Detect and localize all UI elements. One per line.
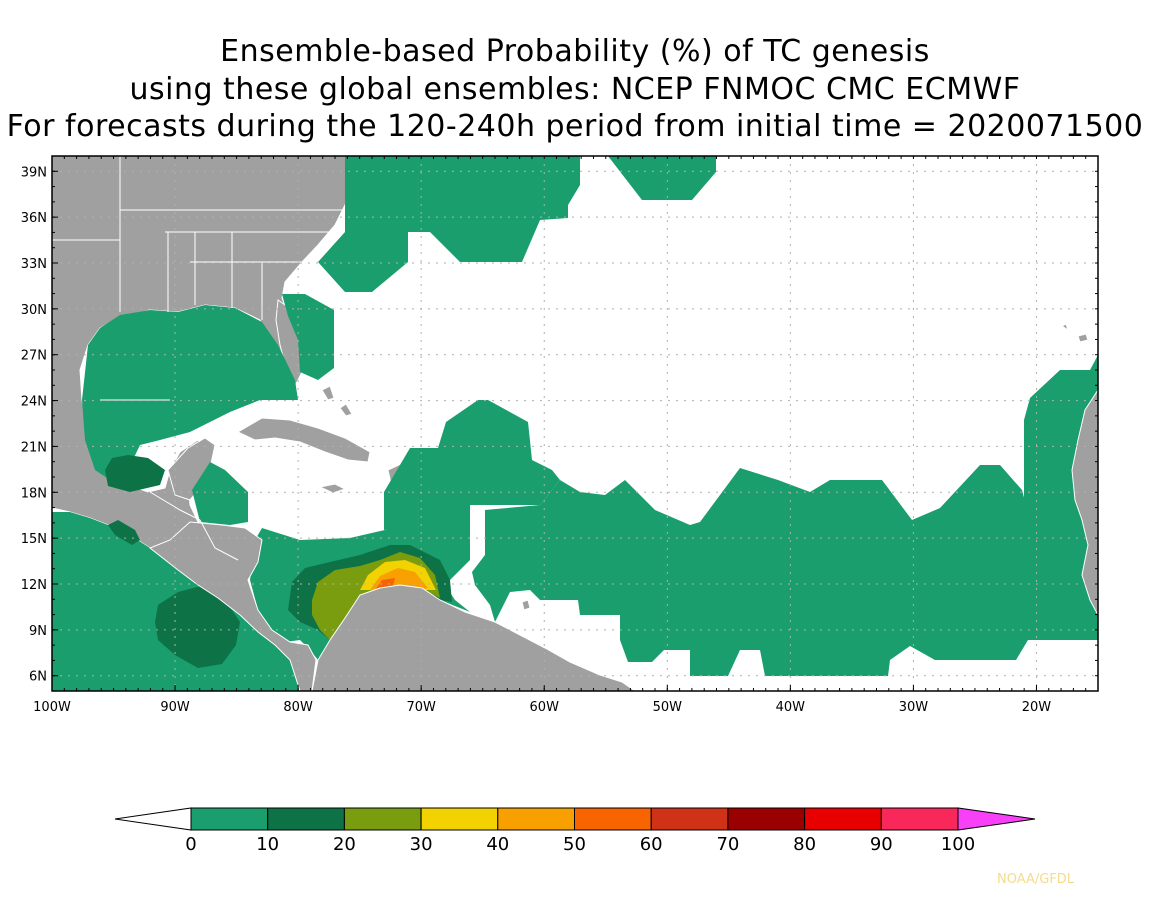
lat-label-36n: 36N — [21, 211, 47, 226]
shading-pacific-south-mexico — [108, 520, 140, 545]
lon-label-70w: 70W — [406, 700, 436, 715]
cuba-land — [236, 417, 371, 463]
map-area — [52, 156, 1098, 691]
shading-yucatan-east — [192, 462, 248, 525]
legend-tick-label: 0 — [185, 834, 196, 855]
legend-tick-label: 80 — [793, 834, 816, 855]
legend-tick-label: 70 — [716, 834, 739, 855]
legend-tick-label: 100 — [941, 834, 975, 855]
probability-0-10-layer — [52, 156, 1098, 691]
legend-tick-label: 40 — [486, 834, 509, 855]
lat-label-33n: 33N — [21, 257, 47, 272]
shading-eastern-atlantic — [1024, 355, 1098, 640]
lon-label-100w: 100W — [33, 700, 71, 715]
lon-label-80w: 80W — [283, 700, 313, 715]
shading-western-atlantic-north — [318, 156, 580, 292]
lat-label-27n: 27N — [21, 349, 47, 364]
shading-florida-east — [282, 294, 334, 380]
legend-above-arrow — [957, 807, 1036, 831]
jamaica-land — [318, 483, 347, 494]
longitude-axis: 100W 90W 80W 70W 60W 50W 40W 30W 20W — [33, 156, 1087, 715]
shading-north-atlantic-top — [608, 156, 716, 200]
legend-tick-label: 50 — [563, 834, 586, 855]
lat-label-12n: 12N — [21, 578, 47, 593]
lat-label-18n: 18N — [21, 486, 47, 501]
legend-swatch — [267, 807, 345, 831]
legend-tick-label: 10 — [256, 834, 279, 855]
lon-label-90w: 90W — [160, 700, 190, 715]
lon-label-60w: 60W — [530, 700, 560, 715]
map-title-line-3: For forecasts during the 120-240h period… — [6, 109, 1144, 144]
lon-label-20w: 20W — [1022, 700, 1052, 715]
lat-label-9n: 9N — [29, 624, 47, 639]
map-title-line-2: using these global ensembles: NCEP FNMOC… — [129, 72, 1021, 107]
legend-swatch — [420, 807, 499, 831]
legend-tick-label: 20 — [333, 834, 356, 855]
latitude-axis: 39N 36N 33N 30N 27N 24N 21N 18N 15N 12N 9N 6N — [21, 165, 1098, 685]
political-borders — [52, 156, 345, 561]
legend-below-arrow — [114, 807, 192, 831]
legend-swatch — [190, 807, 269, 831]
color-bar-legend: 0 10 20 30 40 50 60 70 80 90 100 — [114, 807, 1036, 855]
lat-label-39n: 39N — [21, 165, 47, 180]
lon-label-50w: 50W — [653, 700, 683, 715]
legend-swatch — [574, 807, 652, 831]
shading-gulf-of-mexico — [82, 305, 298, 480]
map-frame — [51, 155, 1099, 692]
credit-label: NOAA/GFDL — [997, 872, 1075, 887]
map-title-line-1: Ensemble-based Probability (%) of TC gen… — [220, 34, 930, 69]
coastline-layer — [149, 389, 1098, 691]
legend-swatch — [880, 807, 959, 831]
shading-pacific-central-america — [155, 585, 240, 668]
lat-label-24n: 24N — [21, 395, 47, 410]
lat-label-21n: 21N — [21, 440, 47, 455]
legend-swatch — [804, 807, 882, 831]
legend-tick-label: 90 — [870, 834, 893, 855]
lat-label-15n: 15N — [21, 532, 47, 547]
lat-label-30n: 30N — [21, 303, 47, 318]
shading-central-atlantic — [384, 400, 560, 552]
legend-swatch — [497, 807, 575, 831]
legend-tick-label: 60 — [640, 834, 663, 855]
legend-swatch — [343, 807, 422, 831]
lon-label-40w: 40W — [776, 700, 806, 715]
canary-islands-land — [1061, 323, 1089, 343]
legend-swatch — [650, 807, 729, 831]
legend-tick-label: 30 — [410, 834, 433, 855]
graticule — [52, 156, 1098, 691]
lon-label-30w: 30W — [899, 700, 929, 715]
legend-swatch — [727, 807, 806, 831]
shading-gulf-bay-campeche — [105, 455, 165, 492]
lat-label-6n: 6N — [29, 670, 47, 685]
